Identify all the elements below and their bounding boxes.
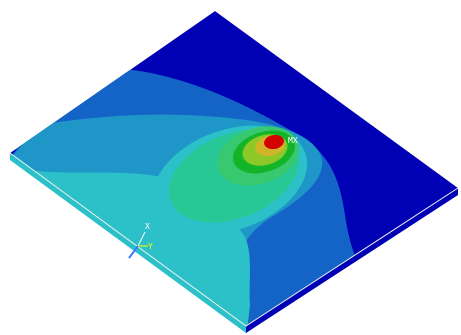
contour-band-10-max [264,134,284,150]
triad-x-axis [137,231,146,247]
coordinate-triad: X Y [128,222,153,259]
triad-z-axis [128,245,139,259]
triad-y-label: Y [148,242,153,251]
plate-side-face-right [246,188,458,333]
max-marker-label: MX [288,136,298,145]
triad-x-label: X [145,222,150,231]
plate-side-face-front [10,153,246,333]
plate-edge-front [9,152,459,327]
